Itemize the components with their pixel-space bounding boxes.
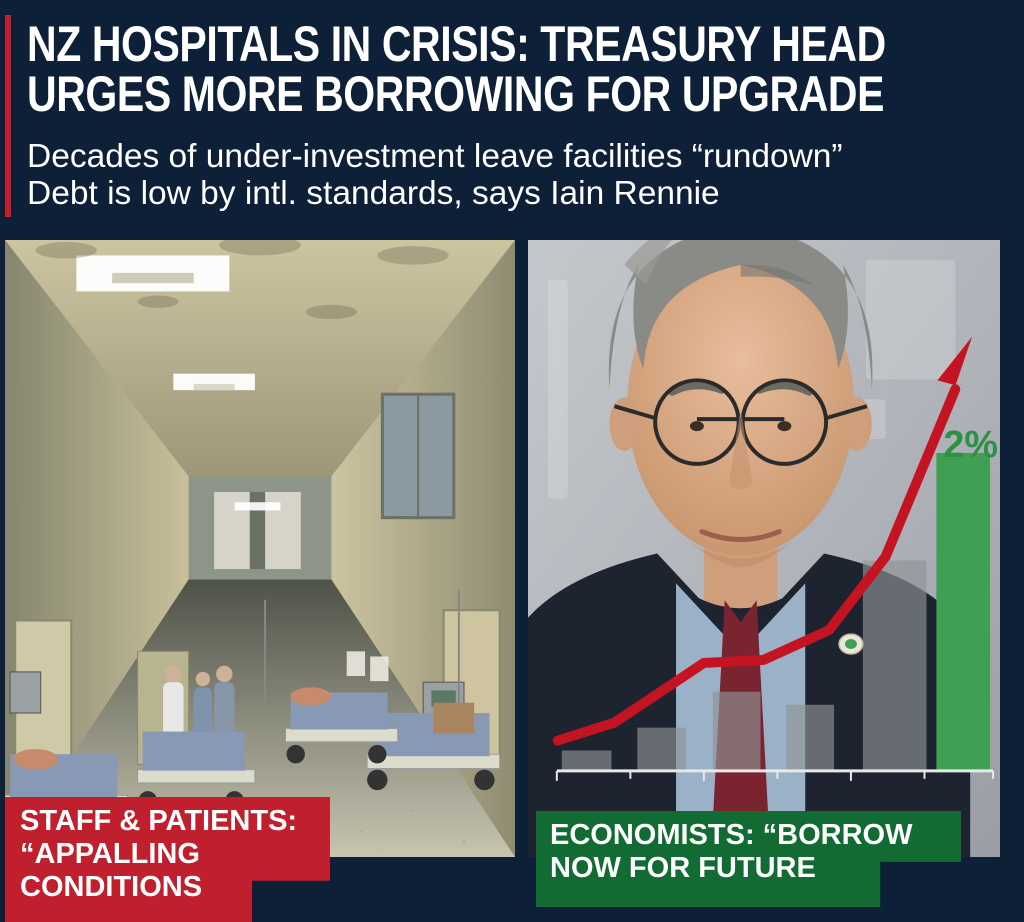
svg-text:2%: 2%: [943, 424, 998, 466]
